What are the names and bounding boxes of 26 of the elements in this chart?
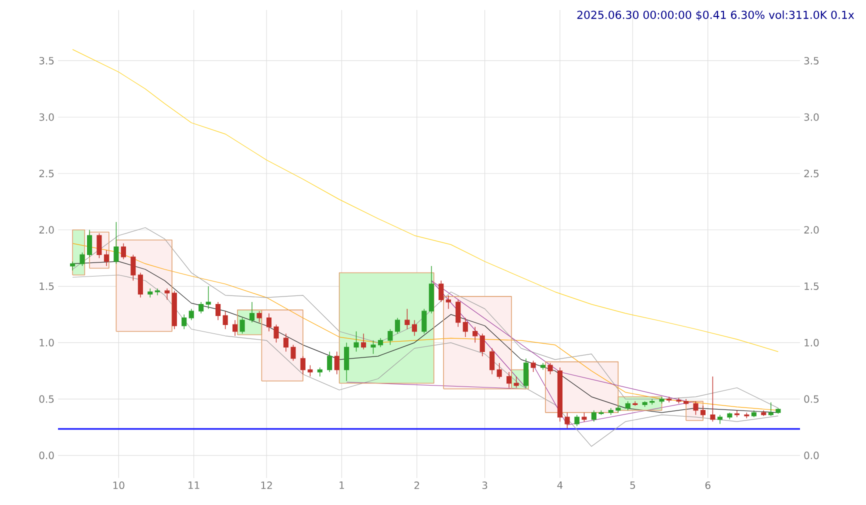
x-tick-label: 6 [705,481,710,490]
x-tick-label: 11 [188,482,200,489]
x-tick-label: 10 [113,481,124,490]
y-tick-label: 2.5 [39,170,54,178]
y2-tick-label: 1.5 [804,282,819,290]
y2-tick-label: 2.0 [804,226,819,234]
x-tick-label: 2 [414,481,420,489]
y2-tick-label: 0.5 [804,395,819,403]
x-tick-label: 12 [261,481,272,489]
y-tick-label: 0.5 [39,395,54,403]
y2-tick-label: 1.0 [804,338,819,346]
x-tick-label: 5 [630,482,635,489]
chart-title: 2025.06.30 00:00:00 $0.41 6.30% vol:311.0K 0.1x [577,10,854,20]
y2-tick-label: 2.5 [804,170,819,178]
y2-tick-label: 3.5 [804,56,819,64]
y2-tick-label: 0.0 [804,452,819,460]
x-tick-label: 1 [340,482,344,489]
y-tick-label: 2.0 [39,226,54,234]
x-tick-label: 3 [482,481,488,490]
y-tick-label: 3.0 [39,113,54,121]
y-tick-label: 1.5 [40,282,54,290]
y2-tick-label: 3.0 [804,113,819,121]
y-tick-label: 3.5 [39,56,54,64]
x-tick-label: 4 [557,482,563,489]
y-tick-label: 0.0 [39,452,54,460]
y-tick-label: 1.0 [40,338,54,346]
